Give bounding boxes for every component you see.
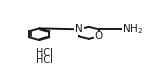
Text: HCl: HCl: [36, 48, 53, 58]
Text: HCl: HCl: [36, 55, 53, 65]
Text: N: N: [75, 24, 83, 34]
Text: NH$_2$: NH$_2$: [122, 22, 143, 36]
Text: O: O: [95, 31, 103, 41]
